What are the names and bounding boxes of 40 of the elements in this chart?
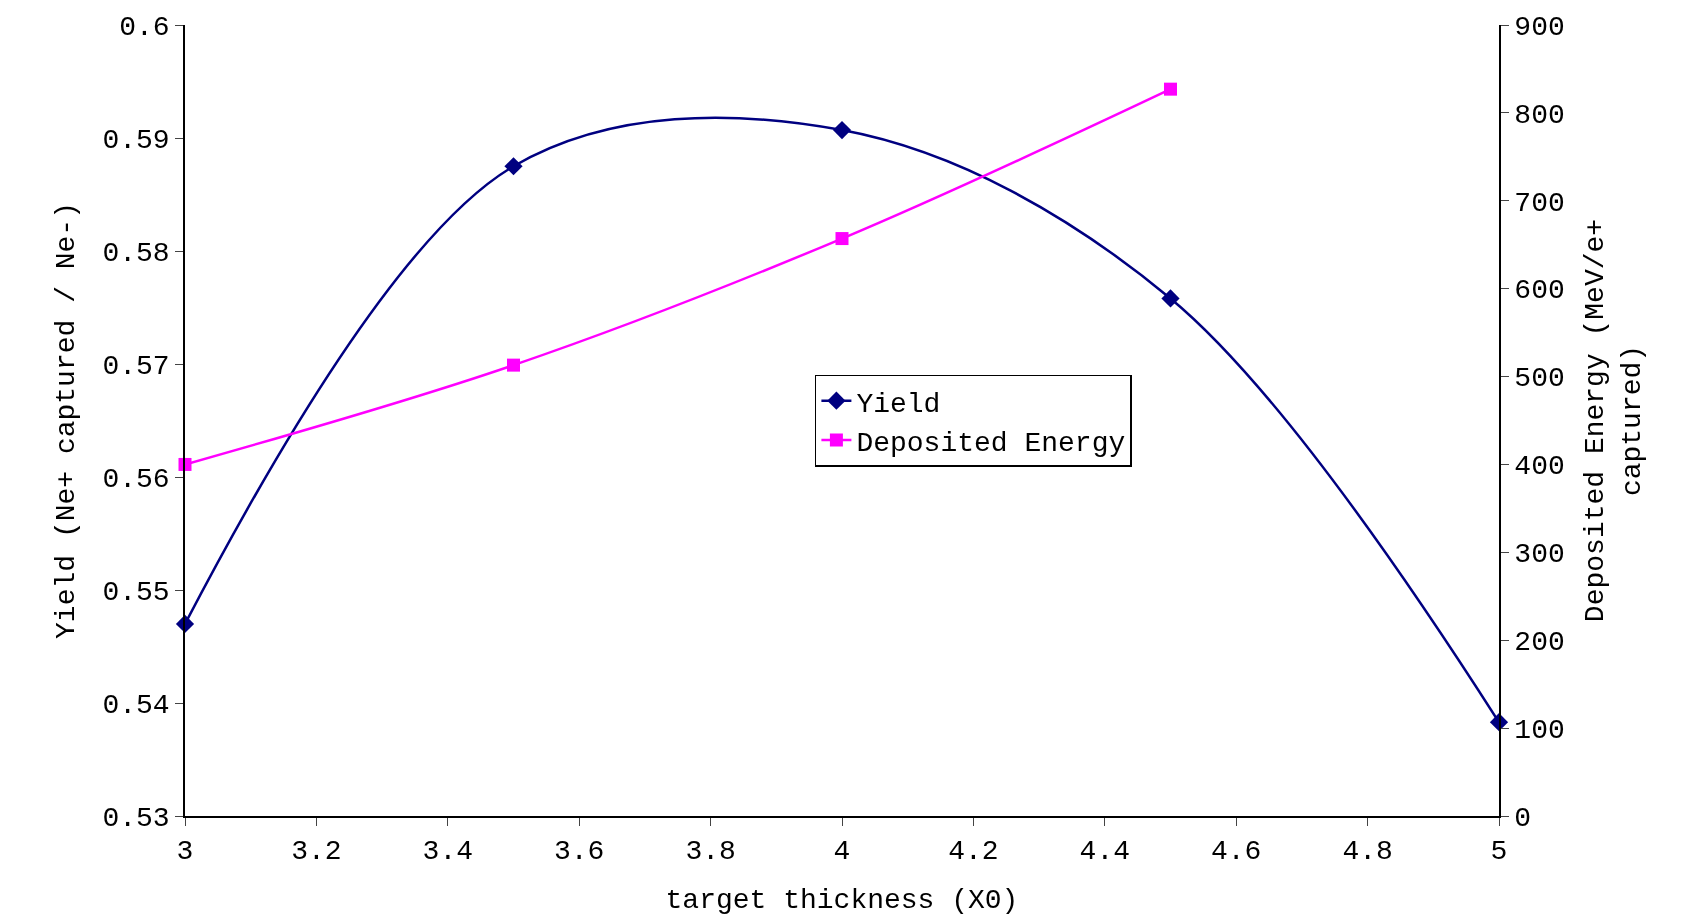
x-tick-label: 5 xyxy=(1490,836,1508,868)
y-tick-label: 0.54 xyxy=(102,689,170,721)
y-tick-label: 0.57 xyxy=(102,350,170,382)
y-tick-label: 0.56 xyxy=(102,463,170,495)
y-tick-label: 0.59 xyxy=(102,124,170,156)
y2-tick-label: 200 xyxy=(1514,627,1565,659)
y2-tick-label: 0 xyxy=(1514,802,1532,834)
y2-tick-label: 800 xyxy=(1514,99,1565,131)
x-tick-label: 3.4 xyxy=(422,836,474,868)
x-tick-label: 3.2 xyxy=(291,836,342,868)
x-tick-label: 3.8 xyxy=(685,836,736,868)
y2-tick-label: 300 xyxy=(1514,539,1565,571)
y2-axis-title: Deposited Energy (MeV/e+ captured) xyxy=(1580,218,1648,623)
x-tick-label: 4.2 xyxy=(948,836,999,868)
y2-tick-label: 100 xyxy=(1514,714,1565,746)
x-tick-label: 4.4 xyxy=(1079,836,1131,868)
y2-tick-label: 600 xyxy=(1514,275,1565,307)
y2-tick-label: 500 xyxy=(1514,363,1565,395)
x-axis-title: target thickness (X0) xyxy=(665,885,1019,916)
y-tick-label: 0.55 xyxy=(102,576,170,608)
point xyxy=(1161,289,1180,308)
legend-label: Deposited Energy xyxy=(856,428,1126,460)
y-tick-label: 0.58 xyxy=(102,237,170,269)
y-tick-label: 0.53 xyxy=(102,802,170,834)
point xyxy=(1164,82,1177,96)
x-tick-label: 4 xyxy=(833,836,851,868)
point xyxy=(835,232,849,246)
legend-label: Yield xyxy=(856,388,941,420)
y2-tick-label: 700 xyxy=(1514,187,1565,219)
x-tick-label: 4.8 xyxy=(1342,836,1393,868)
x-tick-label: 3.6 xyxy=(553,836,605,868)
y-axis-title: Yield (Ne+ captured / Ne-) xyxy=(50,202,82,639)
x-tick-label: 4.6 xyxy=(1210,836,1262,868)
x-tick-label: 3 xyxy=(176,836,194,868)
y2-tick-label: 400 xyxy=(1514,451,1565,483)
y-tick-label: 0.6 xyxy=(119,11,170,43)
y2-tick-label: 900 xyxy=(1514,11,1565,43)
point xyxy=(832,120,852,140)
point xyxy=(507,358,520,372)
point xyxy=(504,157,523,176)
